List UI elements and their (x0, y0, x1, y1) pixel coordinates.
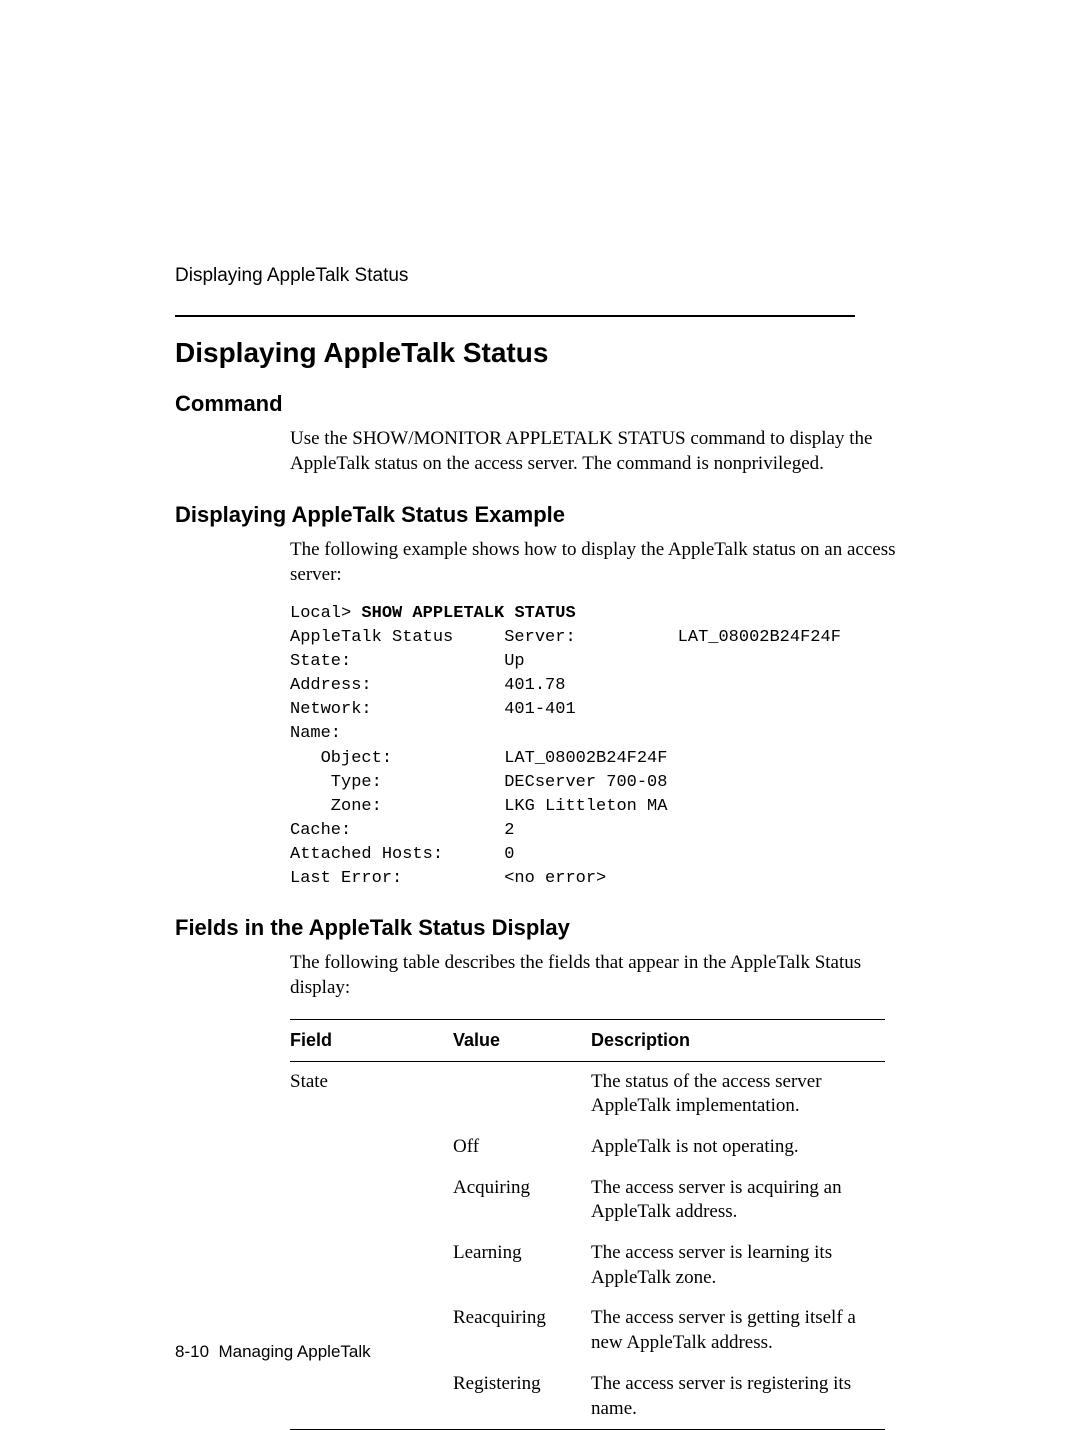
code-output: AppleTalk Status Server: LAT_08002B24F24… (290, 628, 841, 888)
col-header-value: Value (453, 1020, 591, 1062)
example-intro: The following example shows how to displ… (290, 538, 910, 587)
cell-field (290, 1168, 453, 1233)
cell-description: AppleTalk is not operating. (591, 1127, 885, 1168)
cell-description: The status of the access server AppleTal… (591, 1062, 885, 1127)
fields-table: Field Value Description State The status … (290, 1020, 885, 1430)
col-header-field: Field (290, 1020, 453, 1062)
heading-fields: Fields in the AppleTalk Status Display (175, 915, 890, 941)
cell-field (290, 1233, 453, 1298)
code-command: SHOW APPLETALK STATUS (361, 604, 575, 623)
command-paragraph: Use the SHOW/MONITOR APPLETALK STATUS co… (290, 427, 910, 476)
table-header-row: Field Value Description (290, 1020, 885, 1062)
table-row: AcquiringThe access server is acquiring … (290, 1168, 885, 1233)
code-prompt: Local> (290, 604, 361, 623)
table-row: LearningThe access server is learning it… (290, 1233, 885, 1298)
example-body: The following example shows how to displ… (290, 538, 910, 891)
footer-page-number: 8-10 (175, 1342, 209, 1361)
title-rule (175, 315, 855, 317)
cell-description: The access server is getting itself a ne… (591, 1298, 885, 1363)
cell-value: Off (453, 1127, 591, 1168)
fields-intro-wrap: The following table describes the fields… (290, 951, 910, 1000)
footer-label: Managing AppleTalk (218, 1342, 370, 1361)
cell-value: Reacquiring (453, 1298, 591, 1363)
heading-command: Command (175, 391, 890, 417)
fields-table-wrap: Field Value Description State The status … (290, 1019, 885, 1430)
table-row: OffAppleTalk is not operating. (290, 1127, 885, 1168)
running-head: Displaying AppleTalk Status (175, 265, 890, 287)
cell-field: State (290, 1062, 453, 1127)
cell-description: The access server is learning its AppleT… (591, 1233, 885, 1298)
cell-value (453, 1062, 591, 1127)
heading-example: Displaying AppleTalk Status Example (175, 502, 890, 528)
cell-field (290, 1127, 453, 1168)
cell-value: Learning (453, 1233, 591, 1298)
col-header-description: Description (591, 1020, 885, 1062)
table-row: State The status of the access server App… (290, 1062, 885, 1127)
page: Displaying AppleTalk Status Displaying A… (0, 0, 1080, 1397)
table-row: ReacquiringThe access server is getting … (290, 1298, 885, 1363)
cell-description: The access server is acquiring an AppleT… (591, 1168, 885, 1233)
cell-value: Acquiring (453, 1168, 591, 1233)
code-example: Local> SHOW APPLETALK STATUS AppleTalk S… (290, 602, 910, 892)
command-body: Use the SHOW/MONITOR APPLETALK STATUS co… (290, 427, 910, 476)
fields-intro: The following table describes the fields… (290, 951, 910, 1000)
page-footer: 8-10 Managing AppleTalk (175, 1342, 371, 1362)
page-title: Displaying AppleTalk Status (175, 337, 890, 369)
